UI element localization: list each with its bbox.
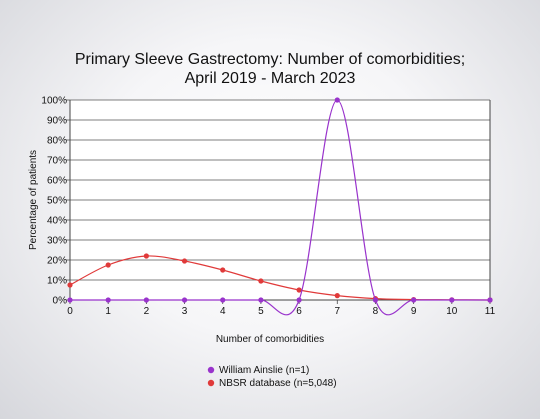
chart-title-line-2: April 2019 - March 2023 xyxy=(185,70,356,87)
point-nbsr-database-n-5-048-x0 xyxy=(67,282,73,288)
point-william-ainslie-n-1-x6 xyxy=(296,297,302,303)
y-tick-label-70: 70% xyxy=(47,156,67,167)
legend: William Ainslie (n=1) NBSR database (n=5… xyxy=(207,365,337,389)
x-tick-label-4: 4 xyxy=(220,306,226,317)
y-tick-label-80: 80% xyxy=(47,136,67,147)
y-tick-label-60: 60% xyxy=(47,176,67,187)
y-tick-label-100: 100% xyxy=(41,96,67,107)
point-william-ainslie-n-1-x4 xyxy=(220,297,226,303)
point-william-ainslie-n-1-x11 xyxy=(487,297,493,303)
point-william-ainslie-n-1-x8 xyxy=(372,297,379,303)
x-tick-label-7: 7 xyxy=(334,306,340,317)
point-nbsr-database-n-5-048-x2 xyxy=(143,253,149,259)
point-william-ainslie-n-1-x1 xyxy=(105,297,111,303)
legend-label-william-ainslie: William Ainslie (n=1) xyxy=(219,365,309,376)
point-william-ainslie-n-1-x5 xyxy=(258,297,264,303)
y-axis-label: Percentage of patients xyxy=(28,150,39,250)
y-tick-label-20: 20% xyxy=(47,256,67,267)
point-william-ainslie-n-1-x3 xyxy=(181,297,188,303)
point-nbsr-database-n-5-048-x3 xyxy=(181,258,188,264)
point-william-ainslie-n-1-x9 xyxy=(411,297,417,303)
x-tick-label-3: 3 xyxy=(182,306,188,317)
y-tick-label-10: 10% xyxy=(47,276,67,287)
x-tick-label-2: 2 xyxy=(144,306,150,317)
point-nbsr-database-n-5-048-x5 xyxy=(258,278,264,284)
point-nbsr-database-n-5-048-x7 xyxy=(334,293,340,299)
x-tick-label-0: 0 xyxy=(67,306,73,317)
point-william-ainslie-n-1-x0 xyxy=(67,297,73,303)
point-william-ainslie-n-1-x2 xyxy=(143,297,149,303)
x-tick-label-10: 10 xyxy=(446,306,458,317)
x-tick-label-11: 11 xyxy=(485,306,496,317)
legend-marker-nbsr-database xyxy=(207,379,215,387)
y-tick-label-30: 30% xyxy=(47,236,67,247)
x-tick-label-1: 1 xyxy=(105,306,111,317)
x-tick-label-9: 9 xyxy=(411,306,417,317)
x-tick-label-8: 8 xyxy=(373,306,379,317)
point-nbsr-database-n-5-048-x1 xyxy=(105,262,111,268)
point-nbsr-database-n-5-048-x4 xyxy=(220,267,226,273)
point-william-ainslie-n-1-x10 xyxy=(449,297,455,303)
grid-lines xyxy=(70,99,490,301)
tick-labels: 0% 10% 20% 30% 40% 50% 60% 70% 80% 90% 100% 0 1 2 3 4 5 6… xyxy=(41,96,495,318)
x-axis-label: Number of comorbidities xyxy=(216,334,324,345)
series-layer xyxy=(67,97,493,316)
y-tick-label-40: 40% xyxy=(47,216,67,227)
y-tick-label-0: 0% xyxy=(53,296,68,307)
x-tick-label-6: 6 xyxy=(296,306,302,317)
point-nbsr-database-n-5-048-x6 xyxy=(296,287,302,293)
chart-title-line-1: Primary Sleeve Gastrectomy: Number of co… xyxy=(75,51,465,68)
y-tick-label-50: 50% xyxy=(47,196,67,207)
legend-marker-william-ainslie xyxy=(207,366,215,374)
y-tick-label-90: 90% xyxy=(47,116,67,127)
series-william-ainslie-n-1 xyxy=(67,97,493,316)
x-tick-label-5: 5 xyxy=(258,306,264,317)
point-william-ainslie-n-1-x7 xyxy=(334,97,340,103)
legend-label-nbsr-database: NBSR database (n=5,048) xyxy=(219,378,337,389)
